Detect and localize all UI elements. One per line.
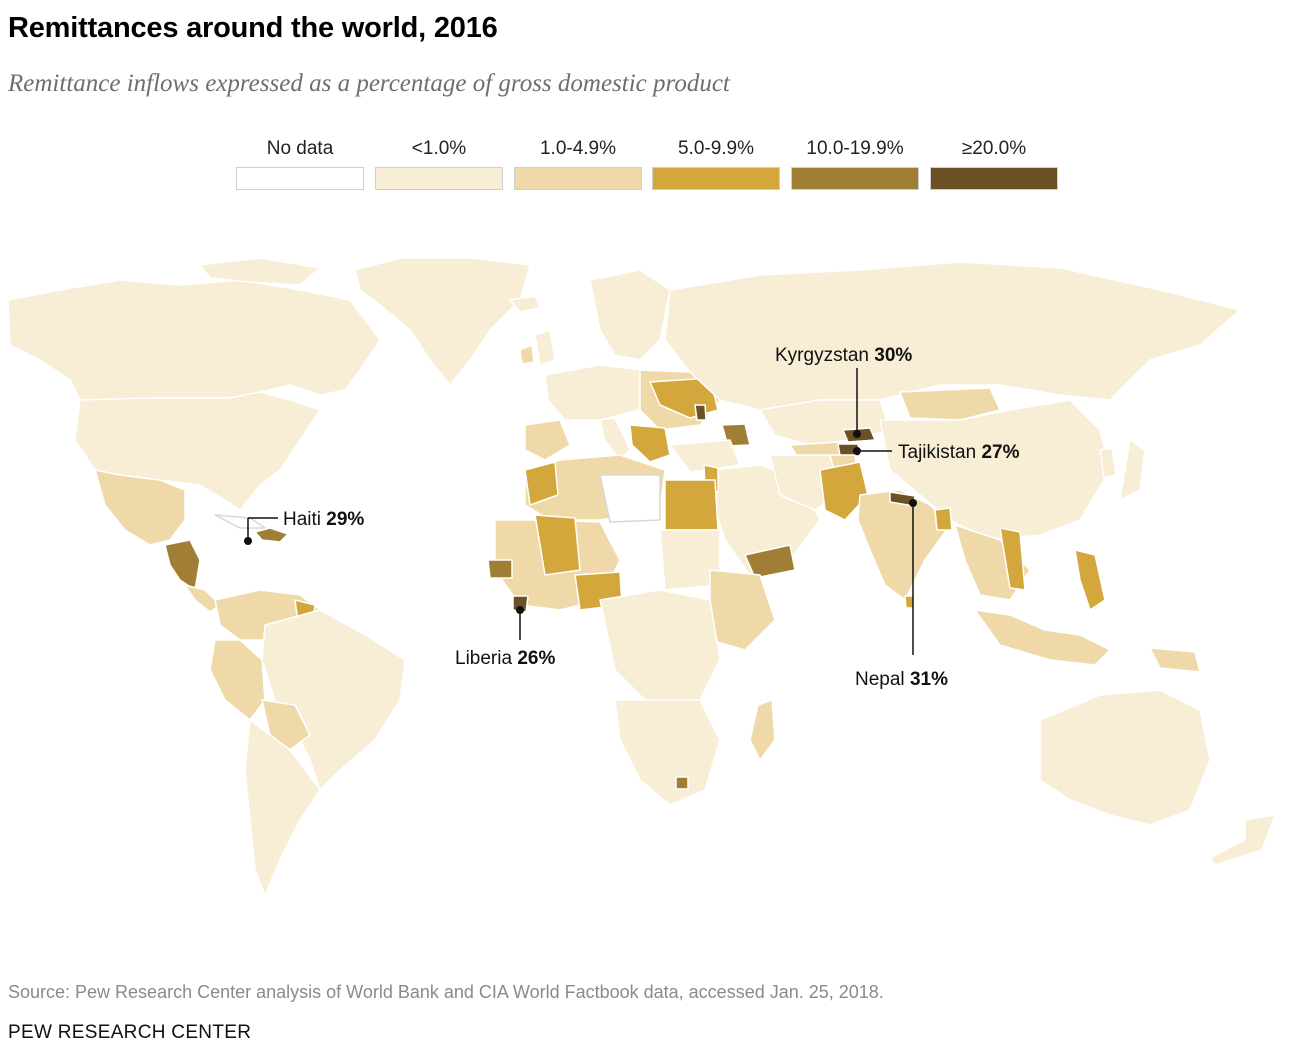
region-bangladesh [934, 507, 953, 531]
region-australia [1039, 689, 1211, 826]
callout-label: Kyrgyzstan [775, 345, 869, 366]
region-indonesia [974, 609, 1111, 666]
callout-value: 27% [981, 442, 1019, 463]
legend-item-20plus: ≥20.0% [930, 136, 1058, 192]
region-moldova [694, 404, 707, 421]
region-pakistan [819, 461, 869, 521]
region-uk [534, 329, 556, 366]
region-japan [1119, 439, 1146, 501]
callout-liberia: Liberia 26% [455, 606, 555, 669]
region-mexico [94, 469, 186, 546]
region-east-africa [709, 569, 776, 651]
region-mongolia [899, 387, 1001, 421]
legend-swatch [930, 167, 1058, 190]
region-korea [1099, 447, 1117, 479]
region-cuba [214, 514, 266, 529]
region-peru [209, 639, 266, 721]
region-haiti [254, 527, 289, 543]
region-central-africa [599, 589, 721, 706]
callout-haiti: Haiti 29% [244, 509, 364, 545]
callout-value: 26% [517, 648, 555, 669]
region-png [1149, 647, 1201, 673]
region-central-america-south [184, 584, 221, 613]
region-arctic-islands [199, 257, 321, 286]
region-scandinavia [589, 269, 671, 361]
region-madagascar [749, 699, 776, 761]
legend-label: No data [266, 138, 334, 159]
world-map: Haiti 29% Liberia 26% Kyrgyzstan 30% Taj… [7, 257, 1276, 896]
legend-label: 1.0-4.9% [539, 138, 617, 159]
svg-text:Liberia 26%: Liberia 26% [455, 648, 555, 669]
org-logo-text: PEW RESEARCH CENTER [8, 1022, 252, 1043]
legend-swatch [652, 167, 780, 190]
region-gambia-senegal [487, 559, 513, 579]
region-greenland [354, 257, 531, 386]
legend: No data <1.0% 1.0-4.9% 5.0-9.9% 10.0-19.… [236, 136, 1058, 192]
source-note: Source: Pew Research Center analysis of … [8, 982, 884, 1002]
map-subtitle: Remittance inflows expressed as a percen… [8, 70, 730, 97]
region-southern-cone [244, 719, 321, 896]
region-lesotho [675, 776, 689, 790]
region-libya [599, 474, 661, 523]
callout-value: 31% [910, 669, 948, 690]
legend-item-lt1: <1.0% [375, 136, 503, 192]
callout-label: Haiti [283, 509, 321, 530]
svg-text:Nepal 31%: Nepal 31% [855, 669, 948, 690]
callout-kyrgyzstan: Kyrgyzstan 30% [775, 345, 912, 438]
region-new-zealand [1209, 814, 1276, 866]
legend-item-10-19: 10.0-19.9% [791, 136, 919, 192]
region-turkey [669, 439, 741, 473]
legend-item-5-9: 5.0-9.9% [652, 136, 780, 192]
region-philippines [1074, 549, 1106, 611]
callout-value: 29% [326, 509, 364, 530]
legend-swatch [375, 167, 503, 190]
map-title: Remittances around the world, 2016 [8, 12, 498, 44]
svg-text:Kyrgyzstan 30%: Kyrgyzstan 30% [775, 345, 912, 366]
region-china [879, 399, 1111, 541]
legend-label: 5.0-9.9% [677, 138, 755, 159]
region-southern-africa [614, 699, 721, 806]
svg-text:Tajikistan 27%: Tajikistan 27% [898, 442, 1020, 463]
legend-label: ≥20.0% [961, 138, 1027, 159]
region-central-america [164, 539, 201, 591]
region-canada [7, 279, 381, 401]
legend-item-1-4: 1.0-4.9% [514, 136, 642, 192]
region-balkans [629, 424, 671, 463]
callout-label: Tajikistan [898, 442, 976, 463]
region-yemen [744, 544, 796, 579]
region-russia [664, 261, 1241, 411]
region-vietnam [999, 527, 1026, 591]
region-sri-lanka [904, 595, 915, 609]
callout-tajikistan: Tajikistan 27% [853, 442, 1020, 463]
legend-swatch [514, 167, 642, 190]
region-iberia [524, 419, 571, 461]
region-egypt [664, 479, 719, 531]
legend-item-no-data: No data [236, 136, 364, 192]
region-brazil [261, 609, 406, 791]
region-mali [534, 514, 581, 576]
region-iceland [509, 295, 541, 313]
callout-value: 30% [874, 345, 912, 366]
region-ireland [519, 344, 535, 365]
legend-label: 10.0-19.9% [806, 138, 904, 159]
svg-text:Haiti 29%: Haiti 29% [283, 509, 364, 530]
legend-label: <1.0% [411, 138, 467, 159]
region-italy [599, 417, 631, 461]
callout-label: Liberia [455, 648, 512, 669]
region-morocco [524, 461, 559, 506]
callout-label: Nepal [855, 669, 905, 690]
legend-swatch [791, 167, 919, 190]
legend-swatch [236, 167, 364, 190]
callout-nepal: Nepal 31% [855, 499, 948, 690]
